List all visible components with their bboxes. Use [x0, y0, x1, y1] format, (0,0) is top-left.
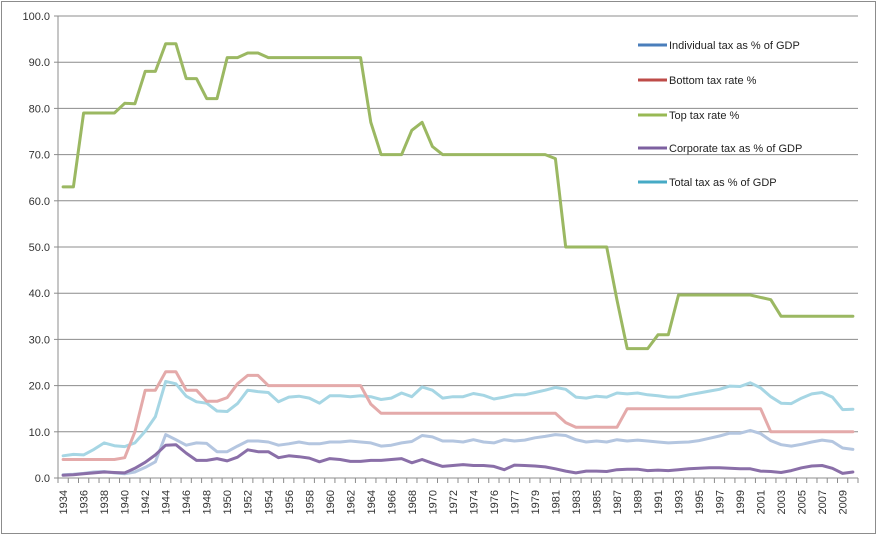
legend-item: Total tax as % of GDP [638, 177, 777, 189]
series-line-individual-tax-as-of-gdp [61, 428, 855, 477]
x-tick-label: 1983 [571, 490, 583, 514]
gridlines [58, 15, 858, 433]
legend-label: Bottom tax rate % [669, 75, 757, 87]
x-tick-label: 1974 [468, 490, 480, 514]
series-line-corporate-tax-as-of-gdp [61, 443, 855, 477]
y-tick-label: 30.0 [29, 334, 50, 346]
x-tick-label: 1991 [653, 490, 665, 514]
x-tick-label: 1972 [448, 490, 460, 514]
x-tick-label: 2007 [817, 490, 829, 514]
x-tick-label: 2003 [776, 490, 788, 514]
y-tick-label: 70.0 [29, 150, 50, 162]
x-tick-label: 1995 [694, 490, 706, 514]
x-tick-label: 1970 [427, 490, 439, 514]
x-tick-label: 1977 [509, 490, 521, 514]
x-tick-label: 1966 [386, 490, 398, 514]
x-tick-label: 2001 [756, 490, 768, 514]
legend-label: Corporate tax as % of GDP [669, 143, 802, 155]
x-tick-label: 1942 [140, 490, 152, 514]
y-tick-label: 100.0 [22, 11, 50, 23]
x-tick-label: 2009 [838, 490, 850, 514]
x-tick-label: 1989 [632, 490, 644, 514]
legend-label: Total tax as % of GDP [669, 177, 777, 189]
y-axis-labels: 0.0 10.0 20.0 30.0 40.0 50.0 60.0 70.0 80.0 90.0 1… [22, 11, 50, 485]
legend: Individual tax as % of GDP Bottom tax rat… [638, 40, 802, 189]
series-line-top-tax-rate [61, 42, 855, 351]
y-tick-label: 80.0 [29, 103, 50, 115]
x-tick-label: 1958 [304, 490, 316, 514]
x-tick-label: 1987 [612, 490, 624, 514]
x-tick-label: 1940 [120, 490, 132, 514]
axes [54, 15, 859, 483]
x-tick-label: 1934 [58, 490, 70, 514]
x-tick-label: 1948 [202, 490, 214, 514]
x-axis-labels: 1934 1936 1938 1940 1942 1944 1946 1948 1950 1952… [58, 490, 849, 514]
legend-label: Individual tax as % of GDP [669, 40, 800, 52]
x-tick-label: 1956 [284, 490, 296, 514]
x-tick-label: 1962 [345, 490, 357, 514]
x-tick-label: 1964 [366, 490, 378, 514]
x-tick-label: 1952 [243, 490, 255, 514]
y-tick-label: 20.0 [29, 381, 50, 393]
x-tick-label: 1999 [735, 490, 747, 514]
y-tick-label: 50.0 [29, 242, 50, 254]
x-tick-label: 1946 [181, 490, 193, 514]
x-tick-label: 2005 [797, 490, 809, 514]
x-tick-label: 1976 [489, 490, 501, 514]
legend-item: Top tax rate % [638, 110, 740, 122]
x-tick-label: 1997 [715, 490, 727, 514]
x-tick-label: 1985 [591, 490, 603, 514]
legend-label: Top tax rate % [669, 110, 740, 122]
x-tick-label: 1936 [79, 490, 91, 514]
legend-item: Individual tax as % of GDP [638, 40, 800, 52]
x-tick-label: 1979 [530, 490, 542, 514]
legend-item: Corporate tax as % of GDP [638, 143, 802, 155]
x-tick-label: 1968 [407, 490, 419, 514]
x-tick-label: 1981 [550, 490, 562, 514]
y-tick-label: 90.0 [29, 57, 50, 69]
series-line-total-tax-as-of-gdp [61, 379, 855, 458]
x-tick-label: 1944 [161, 490, 173, 514]
x-tick-label: 1950 [222, 490, 234, 514]
x-tick-label: 1938 [99, 490, 111, 514]
series-lines [61, 42, 855, 477]
y-tick-label: 0.0 [35, 473, 50, 485]
y-tick-label: 60.0 [29, 196, 50, 208]
y-tick-label: 40.0 [29, 288, 50, 300]
x-tick-label: 1993 [674, 490, 686, 514]
legend-item: Bottom tax rate % [638, 75, 757, 87]
series-line-bottom-tax-rate [61, 370, 855, 461]
x-tick-label: 1954 [263, 490, 275, 514]
x-tick-label: 1960 [325, 490, 337, 514]
y-tick-label: 10.0 [29, 427, 50, 439]
